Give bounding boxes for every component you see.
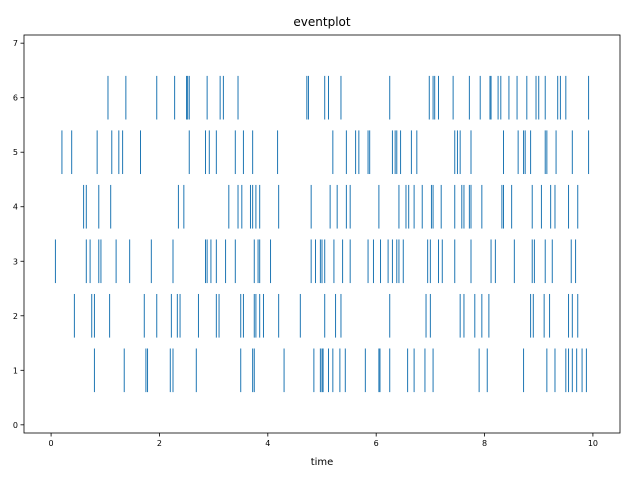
x-axis: 0 2 4 6 8 10 — [49, 433, 598, 448]
event-row-1 — [93, 348, 587, 393]
x-tick-label: 6 — [374, 439, 379, 448]
y-tick-label: 6 — [13, 94, 18, 103]
plot-area-frame — [23, 34, 621, 434]
y-axis: 0 1 2 3 4 5 6 7 — [13, 39, 24, 430]
y-tick-label: 1 — [13, 366, 18, 375]
x-tick-label: 2 — [157, 439, 162, 448]
y-tick-label: 0 — [13, 421, 18, 430]
x-tick-label: 10 — [588, 439, 598, 448]
x-tick-label: 4 — [265, 439, 270, 448]
event-row-3 — [54, 239, 577, 284]
y-tick-label: 4 — [13, 203, 18, 212]
x-tick-label: 0 — [49, 439, 54, 448]
event-row-6 — [107, 75, 590, 120]
y-tick-label: 3 — [13, 257, 18, 266]
chart-title: eventplot — [293, 15, 350, 29]
y-tick-label: 7 — [13, 39, 18, 48]
events-layer — [54, 75, 590, 393]
event-row-4 — [83, 184, 579, 229]
x-tick-label: 8 — [482, 439, 487, 448]
x-axis-label: time — [311, 457, 334, 468]
event-row-2 — [73, 293, 579, 338]
event-row-5 — [61, 130, 590, 175]
y-tick-label: 2 — [13, 312, 18, 321]
y-tick-label: 5 — [13, 148, 18, 157]
